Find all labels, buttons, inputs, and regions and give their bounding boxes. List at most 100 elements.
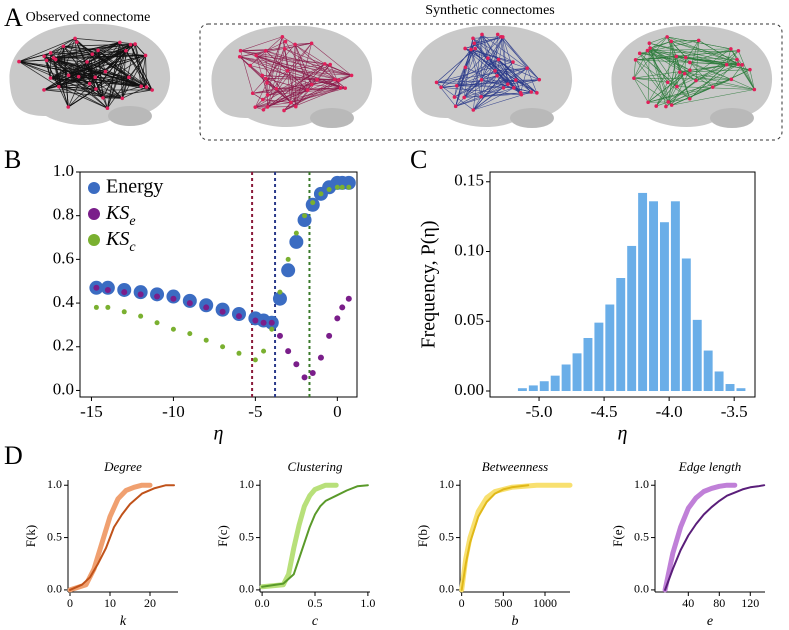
network-node xyxy=(674,54,679,59)
observed-title: Observed connectome xyxy=(26,10,151,25)
network-edge xyxy=(454,75,498,98)
network-node xyxy=(637,51,642,56)
bar xyxy=(736,388,746,392)
network-edge xyxy=(239,56,268,84)
network-node xyxy=(337,78,341,82)
network-node xyxy=(683,55,688,60)
x-tick-label: 0.5 xyxy=(308,596,323,610)
network-node xyxy=(694,78,698,83)
network-edge xyxy=(266,82,277,89)
network-node xyxy=(495,73,499,78)
network-edge xyxy=(464,48,538,94)
network-edge xyxy=(648,79,732,103)
network-edge xyxy=(55,59,88,63)
network-edge xyxy=(470,49,482,80)
network-node xyxy=(496,57,501,62)
network-node xyxy=(48,76,53,80)
network-edge xyxy=(639,53,669,103)
network-edge xyxy=(252,92,264,100)
network-node xyxy=(42,88,46,92)
network-edge xyxy=(441,79,516,88)
network-edge xyxy=(526,68,538,93)
synthetic-box xyxy=(199,23,783,141)
network-edge xyxy=(749,69,755,90)
network-node xyxy=(472,41,477,46)
cerebellum xyxy=(310,108,354,128)
network-edge xyxy=(647,50,691,71)
bar xyxy=(638,192,648,392)
y-tick-label: 0.8 xyxy=(53,205,74,224)
network-edge xyxy=(68,74,142,87)
network-node xyxy=(56,84,61,89)
chart-title: Clustering xyxy=(288,459,343,474)
network-edge xyxy=(130,44,153,91)
point xyxy=(341,175,356,190)
bar xyxy=(681,258,691,392)
network-edge xyxy=(436,67,528,83)
network-edge xyxy=(256,55,339,81)
x-tick-label: 0 xyxy=(67,596,73,610)
network-node xyxy=(285,68,290,73)
y-tick-label: 0.6 xyxy=(53,248,74,267)
x-axis-label: η xyxy=(618,423,628,445)
network-edge xyxy=(436,61,514,83)
network-node xyxy=(463,46,467,51)
network-edge xyxy=(68,88,97,108)
point xyxy=(285,256,291,262)
point xyxy=(317,354,324,361)
bar xyxy=(561,364,571,392)
network-edge xyxy=(515,79,521,93)
network-edge xyxy=(63,43,136,47)
network-edge xyxy=(496,75,504,89)
point xyxy=(346,184,352,190)
panel-label: C xyxy=(410,145,427,174)
y-axis-label: F(k) xyxy=(23,525,38,547)
network-edge xyxy=(676,72,681,87)
network-edge xyxy=(265,78,308,91)
network-edge xyxy=(43,50,127,91)
network-node xyxy=(349,73,354,78)
x-axis-label: η xyxy=(214,423,224,445)
brain-outline xyxy=(411,25,573,128)
network-edge xyxy=(63,45,146,56)
network-node xyxy=(454,83,459,88)
network-node xyxy=(309,82,314,87)
point xyxy=(326,186,332,192)
network-edge xyxy=(470,49,514,63)
brain xyxy=(611,25,773,128)
network-node xyxy=(654,104,659,108)
network-edge xyxy=(474,36,503,44)
network-node xyxy=(513,78,518,82)
network-edge xyxy=(255,55,292,103)
network-edge xyxy=(684,73,697,81)
network-node xyxy=(480,32,484,37)
network-edge xyxy=(656,86,713,107)
network-edge xyxy=(695,64,739,81)
network-node xyxy=(665,35,669,39)
network-edge xyxy=(284,48,352,76)
network-edge xyxy=(134,44,142,87)
point xyxy=(293,230,299,236)
y-tick-label: 0.4 xyxy=(53,292,75,311)
y-axis-label: Frequency, P(η) xyxy=(418,220,440,348)
y-tick-label: 0.5 xyxy=(239,529,254,543)
legend-marker xyxy=(88,182,100,194)
plot-frame xyxy=(79,171,358,398)
y-tick-label: 1.0 xyxy=(239,477,254,491)
network-node xyxy=(124,48,128,53)
network-node xyxy=(328,62,333,67)
network-edge xyxy=(89,83,104,99)
network-edge xyxy=(97,42,121,51)
network-edge xyxy=(107,44,131,109)
network-node xyxy=(101,96,105,100)
network-edge xyxy=(18,61,59,88)
cdf-line xyxy=(261,484,369,588)
network-edge xyxy=(730,48,743,65)
network-edge xyxy=(667,56,677,103)
y-tick-label: 0.0 xyxy=(439,582,454,596)
network-node xyxy=(74,40,79,44)
network-edge xyxy=(239,56,341,89)
network-edge xyxy=(689,64,727,99)
network-node xyxy=(76,74,81,79)
network-edge xyxy=(121,43,136,99)
